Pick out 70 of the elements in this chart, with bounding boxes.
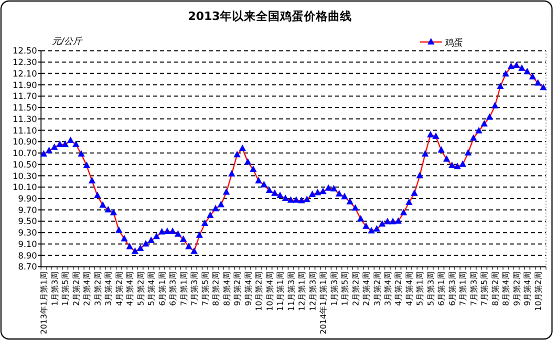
- y-axis-title: 元/公斤: [52, 36, 84, 47]
- x-tick-label: 4月第4周: [126, 272, 135, 306]
- y-tick-label: 11.90: [12, 80, 37, 91]
- x-tick-label: 2月第2周: [351, 272, 360, 306]
- y-tick-label: 9.50: [18, 217, 37, 228]
- x-tick-label: 10月第4周: [265, 272, 274, 311]
- x-tick-label: 3月第4周: [104, 272, 114, 306]
- y-tick-label: 10.90: [12, 138, 37, 148]
- x-tick-label: 1月第3周: [330, 272, 339, 306]
- x-tick-label: 4月第4周: [405, 272, 414, 306]
- x-tick-label: 7月第3周: [190, 272, 200, 306]
- y-tick-label: 11.50: [12, 104, 37, 114]
- x-tick-label: 6月第1周: [437, 272, 446, 306]
- x-tick-label: 7月第5周: [200, 272, 210, 306]
- y-tick-label: 12.50: [12, 46, 37, 57]
- x-tick-label: 9月第4周: [523, 272, 532, 306]
- y-tick-label: 10.50: [12, 160, 37, 170]
- legend-label: 鸡蛋: [444, 38, 463, 48]
- x-tick-label: 1月第3周: [50, 272, 60, 306]
- y-tick-label: 9.10: [18, 240, 37, 250]
- x-tick-label: 11月第3周: [286, 272, 296, 311]
- x-tick-label: 2013年1月第1周: [40, 272, 49, 334]
- x-tick-label: 7月第5周: [480, 272, 490, 306]
- x-tick-label: 12月第1周: [298, 272, 307, 311]
- x-tick-label: 5月第2周: [136, 272, 146, 306]
- y-tick-label: 9.70: [18, 206, 37, 216]
- x-tick-label: 5月第4周: [147, 272, 156, 306]
- x-tick-label: 8月第4周: [222, 272, 232, 306]
- y-tick-label: 9.90: [18, 194, 37, 204]
- x-tick-label: 2月第2周: [72, 272, 81, 306]
- y-tick-label: 10.10: [12, 183, 37, 194]
- y-tick-label: 11.30: [12, 114, 37, 125]
- x-tick-label: 1月第5周: [61, 272, 70, 306]
- x-tick-label: 12月第3周: [308, 272, 318, 311]
- y-tick-label: 11.70: [12, 92, 37, 102]
- y-tick-label: 8.90: [18, 251, 37, 262]
- x-tick-label: 10月第2周: [534, 272, 543, 311]
- x-tick-label: 8月第4周: [502, 272, 511, 306]
- y-tick-label: 9.30: [18, 228, 37, 239]
- x-tick-label: 6月第1周: [158, 272, 167, 306]
- x-tick-label: 7月第1周: [179, 272, 188, 306]
- x-tick-label: 3月第2周: [372, 272, 382, 306]
- x-tick-label: 10月第2周: [254, 272, 264, 311]
- x-tick-label: 1月第5周: [340, 272, 350, 306]
- y-tick-label: 8.70: [18, 262, 37, 273]
- x-tick-label: 7月第1周: [458, 272, 468, 306]
- x-tick-label: 5月第3周: [426, 272, 436, 306]
- x-tick-label: 8月第2周: [490, 272, 500, 306]
- x-tick-label: 2014年1月第1周: [319, 272, 328, 334]
- y-tick-label: 12.10: [12, 69, 37, 80]
- x-tick-label: 3月第2周: [93, 272, 102, 306]
- x-tick-label: 2月第4周: [362, 272, 372, 306]
- chart-title: 2013年以来全国鸡蛋价格曲线: [188, 9, 352, 23]
- y-tick-label: 11.10: [12, 126, 37, 136]
- y-tick-label: 12.30: [12, 58, 37, 68]
- x-tick-label: 6月第3周: [168, 272, 178, 306]
- x-tick-label: 3月第4周: [384, 272, 393, 306]
- x-tick-label: 11月第1周: [276, 272, 286, 311]
- y-tick-label: 10.30: [12, 172, 37, 182]
- x-tick-label: 8月第2周: [212, 272, 221, 306]
- x-tick-label: 2月第4周: [82, 272, 92, 306]
- x-tick-label: 4月第2周: [394, 272, 404, 306]
- x-tick-label: 9月第2周: [233, 272, 242, 306]
- x-tick-label: 9月第4周: [244, 272, 253, 306]
- x-tick-label: 9月第2周: [512, 272, 522, 306]
- y-tick-label: 10.70: [12, 149, 37, 160]
- x-tick-label: 4月第2周: [114, 272, 124, 306]
- x-tick-label: 6月第3周: [448, 272, 457, 306]
- x-tick-label: 7月第3周: [469, 272, 478, 306]
- x-tick-label: 5月第1周: [416, 272, 425, 306]
